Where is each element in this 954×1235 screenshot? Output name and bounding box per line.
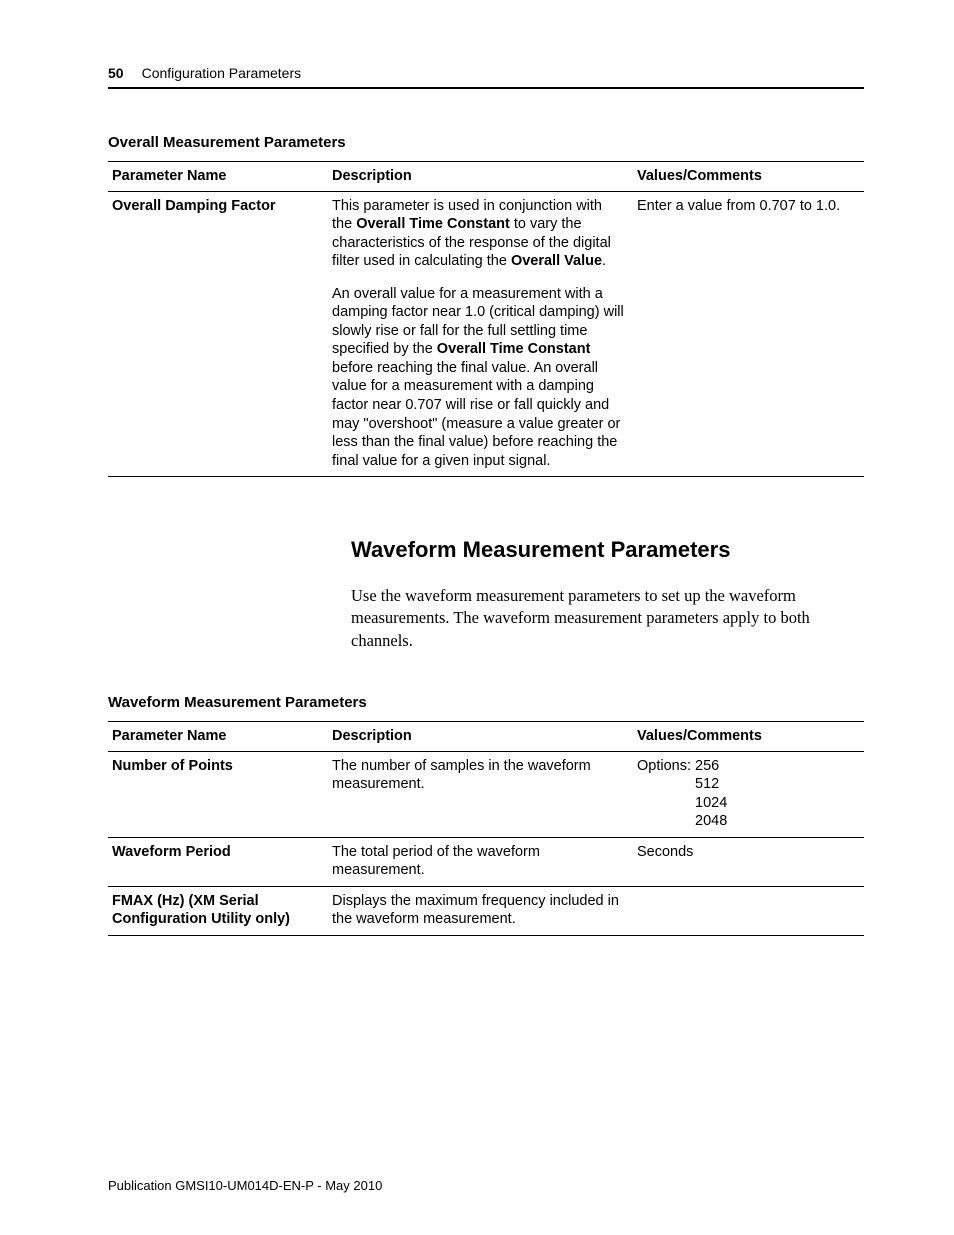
header-rule (108, 87, 864, 89)
col-header-val: Values/Comments (633, 722, 864, 752)
document-page: 50 Configuration Parameters Overall Meas… (0, 0, 954, 1235)
param-description: The total period of the waveform measure… (328, 837, 633, 886)
param-name: FMAX (Hz) (XM Serial Configuration Utili… (108, 886, 328, 935)
param-name: Overall Damping Factor (108, 191, 328, 477)
table-row: FMAX (Hz) (XM Serial Configuration Utili… (108, 886, 864, 935)
param-description: The number of samples in the waveform me… (328, 751, 633, 837)
running-header: 50 Configuration Parameters (108, 65, 864, 81)
section-heading: Waveform Measurement Parameters (351, 537, 864, 563)
option-value: 512 (637, 775, 856, 794)
option-value: 256 (695, 758, 719, 774)
option-value: 2048 (637, 812, 856, 831)
table-row: Number of Points The number of samples i… (108, 751, 864, 837)
bold-text: Overall Time Constant (437, 341, 591, 357)
param-name: Waveform Period (108, 837, 328, 886)
page-number: 50 (108, 65, 124, 81)
col-header-name: Parameter Name (108, 722, 328, 752)
option-value: 1024 (637, 794, 856, 813)
table-row: Waveform Period The total period of the … (108, 837, 864, 886)
options-line: Options: 256 (637, 757, 856, 776)
chapter-title: Configuration Parameters (142, 65, 302, 81)
param-values: Seconds (633, 837, 864, 886)
publication-footer: Publication GMSI10-UM014D-EN-P - May 201… (108, 1178, 382, 1193)
waveform-measurement-table: Parameter Name Description Values/Commen… (108, 721, 864, 936)
param-name: Number of Points (108, 751, 328, 837)
col-header-name: Parameter Name (108, 162, 328, 192)
col-header-val: Values/Comments (633, 162, 864, 192)
bold-text: Overall Value (511, 253, 602, 269)
table-row: Overall Damping Factor This parameter is… (108, 191, 864, 477)
param-description: Displays the maximum frequency included … (328, 886, 633, 935)
col-header-desc: Description (328, 162, 633, 192)
bold-text: Overall Time Constant (356, 216, 510, 232)
table-header-row: Parameter Name Description Values/Commen… (108, 722, 864, 752)
text: . (602, 253, 606, 269)
options-label: Options: (637, 758, 691, 774)
overall-measurement-table: Parameter Name Description Values/Commen… (108, 161, 864, 477)
col-header-desc: Description (328, 722, 633, 752)
param-description: This parameter is used in conjunction wi… (328, 191, 633, 477)
table1-caption: Overall Measurement Parameters (108, 134, 864, 151)
param-values: Enter a value from 0.707 to 1.0. (633, 191, 864, 477)
text: before reaching the final value. An over… (332, 360, 620, 469)
table2-caption: Waveform Measurement Parameters (108, 694, 864, 711)
desc-para-2: An overall value for a measurement with … (332, 285, 625, 470)
desc-para-1: This parameter is used in conjunction wi… (332, 197, 625, 271)
section-body: Use the waveform measurement parameters … (351, 585, 834, 652)
param-values: Options: 256 512 1024 2048 (633, 751, 864, 837)
table-header-row: Parameter Name Description Values/Commen… (108, 162, 864, 192)
param-values (633, 886, 864, 935)
